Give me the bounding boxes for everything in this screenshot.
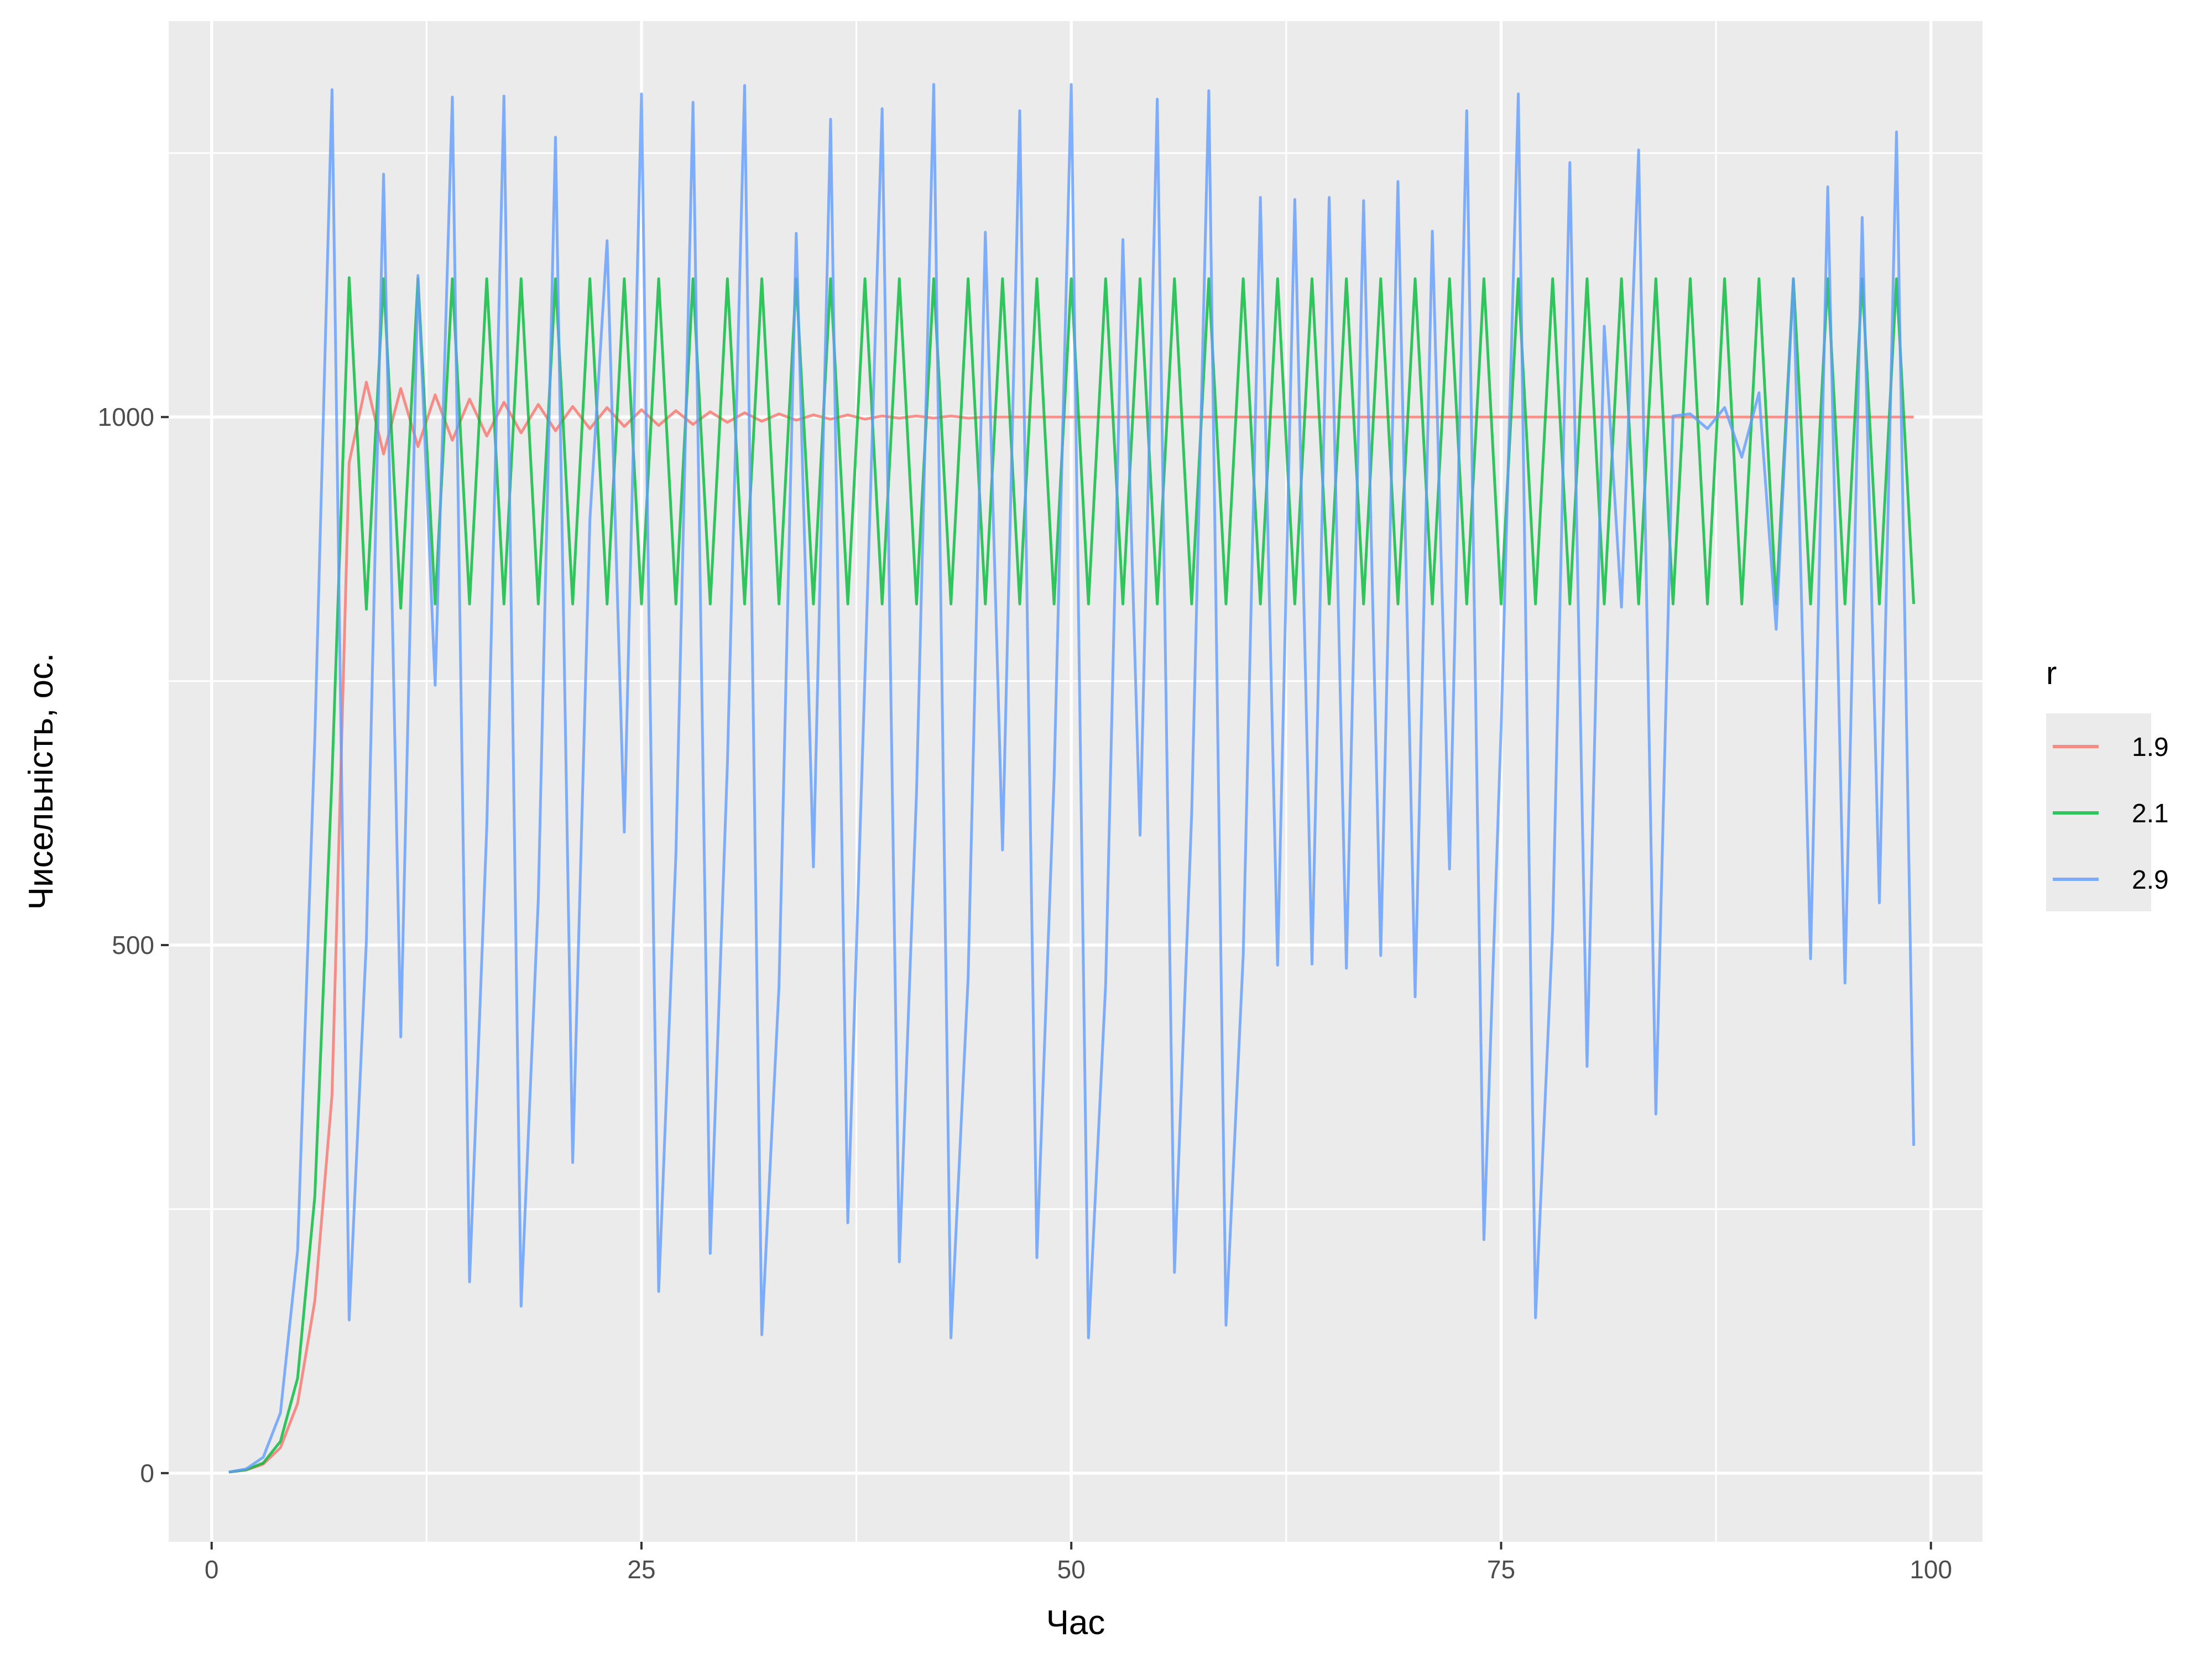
x-axis-ticks: 0 25 50 75 100 xyxy=(205,1542,1952,1584)
x-tick-label: 25 xyxy=(627,1555,655,1584)
legend-label-1.9: 1.9 xyxy=(2132,733,2169,762)
series-lines xyxy=(228,83,1916,1474)
legend: r 1.9 2.1 2.9 xyxy=(2046,655,2169,911)
y-tick-label: 0 xyxy=(140,1459,154,1488)
y-axis-ticks: 0 500 1000 xyxy=(98,403,169,1488)
y-axis-title: Чисельність, ос. xyxy=(22,653,60,910)
y-tick-label: 1000 xyxy=(98,403,154,431)
y-tick-label: 500 xyxy=(112,931,154,959)
plot-panel xyxy=(169,21,1983,1542)
x-axis-title: Час xyxy=(1046,1604,1105,1642)
x-tick-label: 50 xyxy=(1057,1555,1086,1584)
major-gridlines xyxy=(169,21,1983,1542)
x-tick-label: 100 xyxy=(1910,1555,1952,1584)
x-tick-label: 75 xyxy=(1487,1555,1515,1584)
x-tick-label: 0 xyxy=(205,1555,219,1584)
legend-label-2.1: 2.1 xyxy=(2132,799,2169,828)
legend-title: r xyxy=(2046,655,2057,691)
series-line-2.9 xyxy=(228,83,1916,1474)
legend-label-2.9: 2.9 xyxy=(2132,865,2169,895)
